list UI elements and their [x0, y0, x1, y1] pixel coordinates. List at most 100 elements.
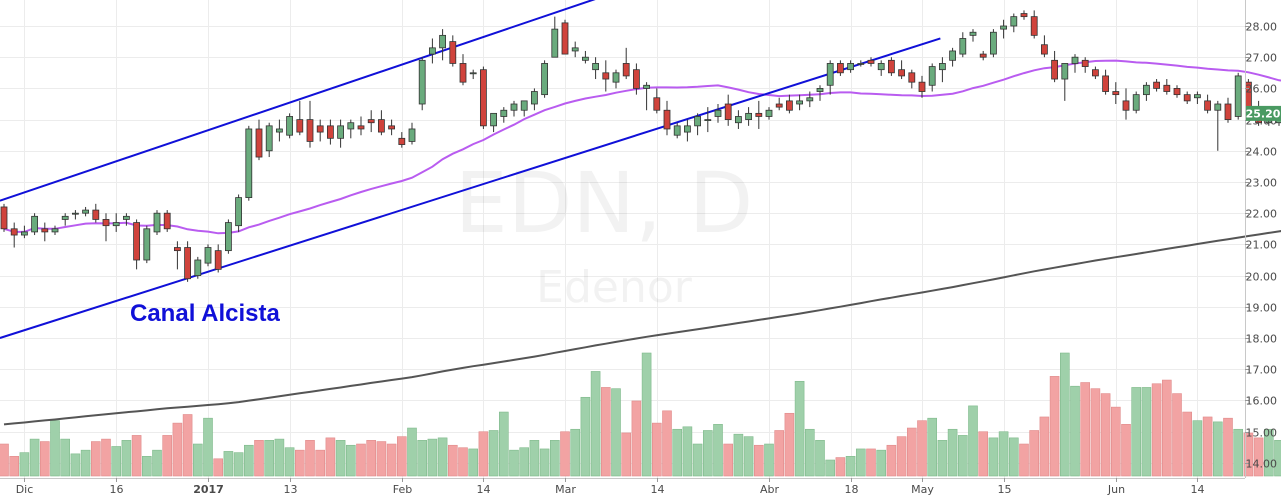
candlestick: [724, 94, 732, 126]
candle-body: [561, 22, 569, 55]
candlestick: [31, 213, 39, 236]
candle-body: [510, 103, 518, 111]
candle-body: [837, 63, 844, 74]
volume-bar: [825, 459, 836, 477]
volume-bar: [600, 387, 611, 477]
candlestick: [490, 112, 498, 133]
y-tick-label: 15.00: [1246, 427, 1278, 440]
candlestick: [1194, 91, 1201, 104]
volume-bar: [1151, 383, 1162, 477]
candle-body: [469, 72, 477, 75]
candle-body: [490, 112, 498, 127]
volume-bar: [611, 388, 621, 477]
candlestick: [1163, 79, 1171, 95]
candlestick: [888, 57, 895, 76]
volume-bar: [702, 430, 713, 477]
candle-body: [235, 197, 243, 227]
candlestick: [551, 16, 559, 58]
candle-body: [265, 125, 273, 152]
candle-body: [194, 259, 202, 277]
volume-bar: [458, 447, 468, 477]
candle-body: [949, 50, 956, 61]
candle-body: [1020, 13, 1028, 18]
y-tick-label: 17.00: [1246, 364, 1278, 377]
candlestick: [979, 50, 987, 61]
candle-body: [551, 28, 559, 58]
x-axis: Dic 16 2017 13 Feb 14 Mar 14 Abr 18 May 15 Jun 14: [0, 478, 1245, 496]
volume-bars: [0, 352, 1281, 477]
volume-bar: [39, 441, 50, 477]
candlestick: [1183, 91, 1191, 104]
candlestick: [337, 119, 345, 148]
volume-bar: [641, 352, 652, 477]
candlestick: [72, 210, 79, 220]
candlestick: [847, 60, 854, 73]
x-tick-label: Dic: [16, 483, 34, 496]
candlestick: [61, 213, 69, 226]
candle-body: [337, 125, 345, 139]
candle-body: [143, 228, 151, 261]
candlestick: [41, 222, 49, 242]
candle-body: [673, 125, 681, 136]
candle-body: [1143, 84, 1150, 96]
volume-bar: [590, 371, 601, 477]
candlestick: [449, 35, 457, 67]
candle-body: [479, 69, 487, 127]
volume-bar: [937, 440, 948, 477]
candle-body: [622, 63, 630, 77]
candlestick: [224, 219, 232, 254]
candlestick: [1204, 94, 1211, 114]
candle-body: [1081, 59, 1089, 67]
volume-bar: [29, 438, 40, 477]
candle-body: [449, 41, 457, 64]
y-tick-label: 22.00: [1246, 208, 1278, 221]
candle-body: [296, 119, 304, 133]
candlestick: [694, 113, 701, 136]
volume-bar: [193, 443, 203, 477]
candlestick: [796, 94, 803, 111]
candle-body: [41, 228, 49, 233]
y-tick-label: 16.00: [1246, 395, 1278, 408]
volume-bar: [91, 441, 101, 477]
candlestick: [255, 119, 263, 161]
volume-bar: [1172, 393, 1182, 477]
candle-body: [582, 56, 589, 61]
candle-body: [1194, 94, 1201, 99]
watermark: EDN, D Edenor: [455, 154, 754, 313]
volume-bar: [366, 440, 377, 477]
candle-body: [775, 103, 783, 108]
candlestick: [898, 60, 905, 80]
candle-body: [541, 63, 548, 96]
candlestick: [857, 60, 865, 67]
volume-bar: [19, 452, 30, 477]
y-tick-label: 18.00: [1246, 333, 1278, 346]
volume-bar: [917, 420, 927, 477]
volume-bar: [305, 440, 315, 477]
volume-bar: [539, 448, 550, 477]
moving-averages: [3, 59, 1281, 426]
candlestick: [51, 225, 59, 236]
volume-bar: [1100, 393, 1111, 477]
candlestick: [428, 38, 436, 64]
volume-bar: [294, 449, 305, 477]
volume-bar: [1060, 352, 1070, 477]
candle-body: [1224, 103, 1232, 120]
candlestick: [786, 94, 793, 114]
volume-bar: [335, 440, 346, 477]
volume-bar: [1080, 382, 1090, 477]
candle-body: [531, 91, 538, 105]
candlestick: [1092, 66, 1099, 80]
candlestick: [602, 60, 610, 92]
candle-body: [245, 128, 253, 199]
volume-bar: [631, 400, 642, 477]
candle-body: [1030, 16, 1038, 36]
candlestick: [316, 119, 324, 142]
candle-body: [439, 34, 447, 49]
y-axis: 14.00 15.00 16.00 17.00 18.00 19.00 20.00 21.00…: [1245, 0, 1277, 478]
x-tick-label: Mar: [555, 483, 576, 496]
volume-bar: [662, 410, 672, 477]
volume-bar: [1274, 440, 1281, 477]
candlestick: [10, 222, 18, 248]
candlestick: [633, 63, 640, 95]
candlestick: [571, 41, 579, 58]
